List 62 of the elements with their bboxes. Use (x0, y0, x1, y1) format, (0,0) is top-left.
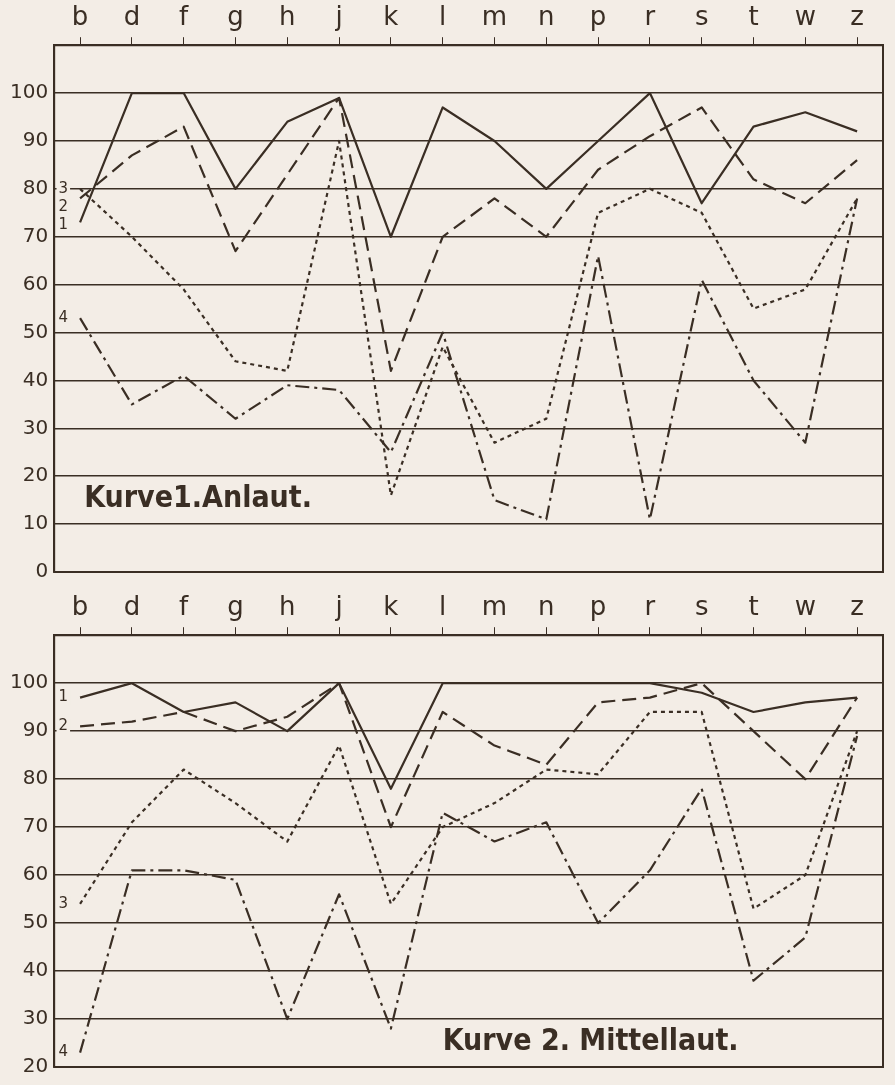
y-tick-label: 100 (9, 669, 49, 694)
y-tick-label: 70 (22, 222, 49, 247)
x-tick-label: z (850, 591, 864, 622)
y-tick-label: 30 (22, 1005, 49, 1030)
y-tick-label: 20 (22, 1053, 49, 1078)
y-tick-label: 80 (22, 765, 49, 790)
x-tick-label: f (179, 591, 190, 622)
y-tick-label: 50 (22, 909, 49, 934)
y-tick-label: 90 (22, 717, 49, 742)
x-tick-label: j (334, 591, 343, 622)
x-tick-label: k (383, 1, 399, 32)
x-tick-label: s (694, 591, 709, 622)
series-label: 4 (58, 308, 69, 327)
series-label: 3 (58, 893, 69, 912)
x-tick-label: t (748, 591, 759, 622)
x-tick-label: z (850, 1, 864, 32)
x-tick-label: p (589, 1, 607, 32)
x-tick-label: p (589, 591, 607, 622)
x-tick-label: d (123, 591, 141, 622)
x-tick-label: r (644, 1, 656, 32)
y-tick-label: 30 (22, 414, 49, 439)
y-tick-label: 60 (22, 270, 49, 295)
x-tick-label: t (748, 1, 759, 32)
y-tick-label: 90 (22, 127, 49, 152)
x-tick-label: h (279, 1, 296, 32)
x-tick-label: w (794, 1, 816, 32)
series-label: 1 (58, 214, 69, 233)
x-tick-label: l (439, 591, 447, 622)
y-tick-label: 80 (22, 175, 49, 200)
y-tick-label: 40 (22, 366, 49, 391)
y-tick-label: 100 (9, 79, 49, 104)
series-label: 2 (58, 716, 69, 735)
x-tick-label: d (123, 1, 141, 32)
x-tick-label: b (71, 1, 89, 32)
x-tick-label: k (383, 591, 399, 622)
x-tick-label: n (538, 591, 555, 622)
x-tick-label: h (279, 591, 296, 622)
x-tick-label: s (694, 1, 709, 32)
y-tick-label: 40 (22, 957, 49, 982)
text: Kurve1.Anlaut. (84, 479, 312, 515)
y-tick-label: 0 (35, 558, 49, 583)
x-tick-label: n (538, 1, 555, 32)
x-tick-label: m (481, 1, 508, 32)
y-tick-label: 70 (22, 813, 49, 838)
x-tick-label: g (227, 591, 244, 622)
x-tick-label: b (71, 591, 89, 622)
text: Kurve 2. Mittellaut. (442, 1022, 739, 1058)
x-tick-label: f (179, 1, 190, 32)
series-label: 3 (58, 178, 69, 197)
x-tick-label: g (227, 1, 244, 32)
y-tick-label: 50 (22, 318, 49, 343)
x-tick-label: l (439, 1, 447, 32)
y-tick-label: 20 (22, 462, 49, 487)
x-tick-label: j (334, 1, 343, 32)
x-tick-label: w (794, 591, 816, 622)
y-tick-label: 10 (22, 510, 49, 535)
x-tick-label: r (644, 591, 656, 622)
series-label: 2 (58, 196, 69, 215)
series-label: 1 (58, 687, 69, 706)
series-label: 4 (58, 1042, 69, 1061)
y-tick-label: 60 (22, 861, 49, 886)
x-tick-label: m (481, 591, 508, 622)
